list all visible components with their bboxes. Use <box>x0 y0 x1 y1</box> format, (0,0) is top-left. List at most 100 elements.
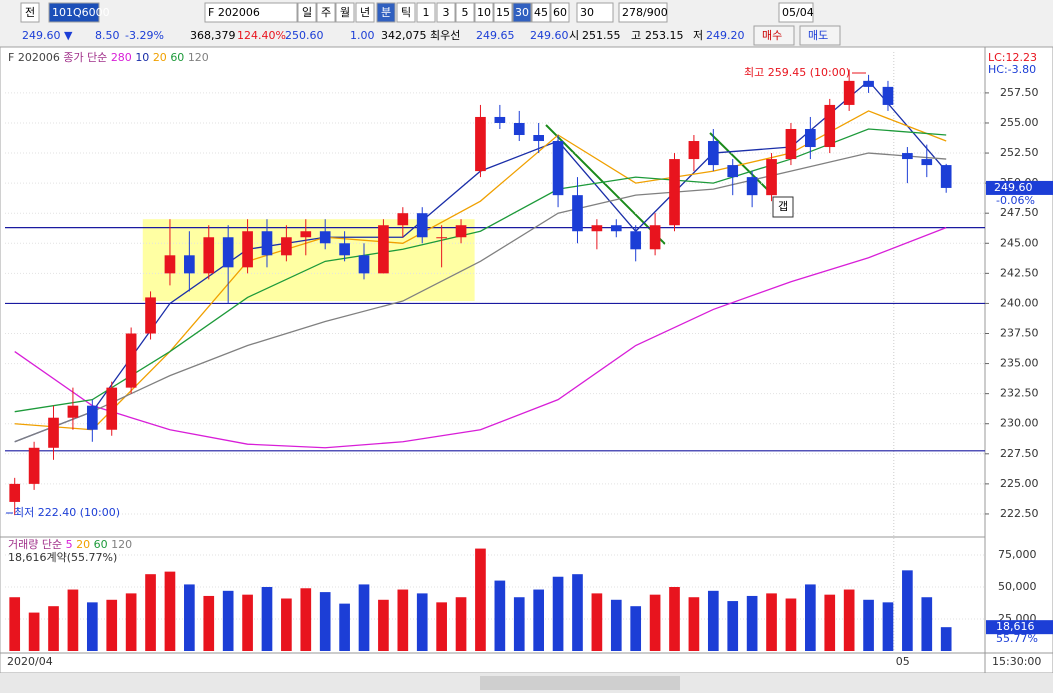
toolbar-label[interactable]: 5 <box>462 6 469 19</box>
toolbar-label[interactable]: 주 <box>321 6 331 19</box>
y-tick-label: 245.00 <box>1000 236 1039 249</box>
toolbar-label[interactable]: F 202006 <box>208 6 260 19</box>
toolbar-label[interactable]: 전 <box>25 6 35 19</box>
quote-field: 최우선 <box>430 29 460 42</box>
volume-bar <box>669 586 680 651</box>
y-tick-label: 257.50 <box>1000 86 1039 99</box>
toolbar-button[interactable] <box>20 2 40 23</box>
toolbar-label[interactable]: 30 <box>580 6 594 19</box>
candle-body <box>921 159 933 166</box>
quote-field[interactable]: 매수 <box>762 29 782 42</box>
toolbar-label[interactable]: 분 <box>381 6 391 19</box>
toolbar-button[interactable] <box>531 2 551 23</box>
candle-body <box>882 86 894 105</box>
candle-body <box>86 405 98 430</box>
toolbar-button[interactable] <box>576 2 614 23</box>
y-tick-label: 75,000 <box>998 548 1037 561</box>
volume-bar <box>572 574 583 651</box>
toolbar-label[interactable]: 년 <box>360 6 370 19</box>
toolbar-label[interactable]: 45 <box>534 6 548 19</box>
x-tick-label: 2020/04 <box>7 655 53 668</box>
toolbar-button[interactable] <box>618 2 668 23</box>
toolbar-button[interactable] <box>335 2 355 23</box>
toolbar-button[interactable] <box>396 2 416 23</box>
volume-bar <box>552 576 564 651</box>
candle-body <box>28 447 40 484</box>
toolbar-label[interactable]: 10 <box>477 6 491 19</box>
toolbar-label[interactable]: 틱 <box>401 6 411 19</box>
candle-body <box>475 116 486 172</box>
candle-body <box>203 237 215 274</box>
candle-body <box>727 165 739 178</box>
candle-body <box>416 213 428 238</box>
toolbar-button[interactable] <box>355 2 375 23</box>
quote-field: 249.65 <box>476 29 515 42</box>
toolbar-button[interactable] <box>316 2 336 23</box>
toolbar-label[interactable]: 3 <box>443 6 450 19</box>
toolbar-button[interactable] <box>297 2 317 23</box>
candle-body <box>281 237 292 256</box>
quote-field: 124.40% <box>237 29 286 42</box>
legend-title: F 202006 <box>8 51 60 64</box>
toolbar-label[interactable]: 05/04 <box>782 6 814 19</box>
toolbar-label[interactable]: 30 <box>515 6 529 19</box>
volume-bar <box>921 597 933 651</box>
toolbar-button[interactable] <box>550 2 570 23</box>
quote-field: 251.55 <box>582 29 621 42</box>
toolbar-label[interactable]: 60 <box>553 6 567 19</box>
toolbar-label[interactable]: 15 <box>496 6 510 19</box>
toolbar-label[interactable]: 101Q6000 <box>52 6 110 19</box>
candle-body <box>145 297 156 334</box>
legend-entry: 280 <box>111 51 132 64</box>
y-tick-label: 222.50 <box>1000 507 1039 520</box>
y-tick-label: 50,000 <box>998 580 1037 593</box>
volume-bar <box>67 589 79 651</box>
volume-bar <box>9 597 21 651</box>
toolbar-label[interactable]: 278/900 <box>622 6 668 19</box>
toolbar-button[interactable] <box>416 2 436 23</box>
toolbar-label[interactable]: 월 <box>340 6 350 19</box>
volume-bar <box>649 594 661 651</box>
toolbar-button[interactable] <box>455 2 475 23</box>
volume-bar <box>940 627 952 651</box>
volume-bar <box>319 592 331 651</box>
volume-bar <box>203 595 215 651</box>
toolbar-button[interactable] <box>48 2 100 23</box>
scroll-thumb[interactable] <box>480 676 680 690</box>
y-tick-label: 252.50 <box>1000 146 1039 159</box>
candle-body <box>378 225 389 274</box>
candle-body <box>902 153 913 160</box>
y-tick-label: 247.50 <box>1000 206 1039 219</box>
candle-body <box>397 213 409 226</box>
candle-body <box>863 80 874 87</box>
candle-body <box>513 122 525 136</box>
volume-bar <box>475 548 486 651</box>
candle-body <box>48 417 59 448</box>
volume-bar <box>281 598 292 651</box>
moving-average <box>14 227 947 449</box>
toolbar-button[interactable] <box>512 2 532 23</box>
volume-bar <box>222 590 234 651</box>
toolbar-button[interactable] <box>204 2 298 23</box>
y-tick-label: 235.00 <box>1000 357 1039 370</box>
candle-body <box>242 231 253 268</box>
order-button[interactable] <box>753 25 795 46</box>
volume-bar <box>416 593 428 651</box>
y-tick-label: 240.00 <box>1000 296 1039 309</box>
volume-bar <box>436 602 447 651</box>
toolbar-label[interactable]: 1 <box>423 6 430 19</box>
volume-bar <box>902 570 913 651</box>
toolbar-button[interactable] <box>474 2 494 23</box>
volume-bar <box>610 599 622 651</box>
candle-body <box>552 141 564 196</box>
y-tick-label: 225.00 <box>1000 477 1039 490</box>
toolbar-button[interactable] <box>436 2 456 23</box>
quote-field[interactable]: 매도 <box>808 29 828 42</box>
order-button[interactable] <box>799 25 841 46</box>
toolbar-button[interactable] <box>778 2 814 23</box>
toolbar-button[interactable] <box>493 2 513 23</box>
toolbar-button[interactable] <box>376 2 396 23</box>
toolbar-label[interactable]: 일 <box>302 5 312 19</box>
volume-bar <box>727 601 739 651</box>
